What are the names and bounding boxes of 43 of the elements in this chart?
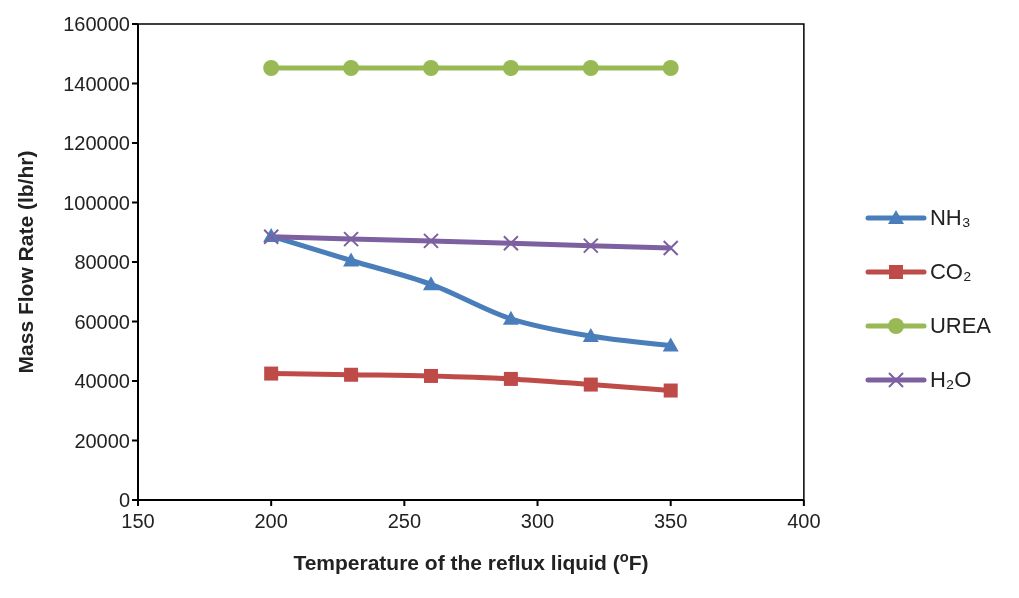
y-tick-label: 120000 — [63, 132, 130, 155]
point — [422, 232, 439, 249]
point — [582, 60, 599, 77]
point — [423, 368, 438, 383]
point — [503, 371, 518, 386]
x-tick-label: 300 — [520, 510, 555, 533]
legend-label: UREA — [929, 313, 991, 339]
y-tick-label: 80000 — [74, 251, 130, 274]
y-tick-label: 160000 — [63, 13, 130, 36]
x-tick-label: 250 — [387, 510, 422, 533]
point — [343, 60, 360, 77]
y-axis-title: Mass Flow Rate (lb/hr) — [14, 150, 37, 374]
y-tick-label: 20000 — [74, 429, 130, 452]
x-axis-title: Temperature of the reflux liquid ($^{o}$F) — [293, 549, 649, 574]
point — [662, 240, 679, 257]
point — [343, 252, 360, 267]
point — [422, 60, 439, 77]
point — [663, 383, 678, 398]
point — [662, 60, 679, 77]
point — [264, 366, 279, 381]
point — [502, 235, 519, 252]
point — [583, 377, 598, 392]
point — [502, 310, 519, 325]
y-tick-label: 140000 — [63, 72, 130, 95]
y-tick-label: 40000 — [74, 370, 130, 393]
legend-label: CO₂ — [929, 259, 972, 285]
y-tick-label: 0 — [118, 489, 130, 512]
x-tick-label: 200 — [254, 510, 288, 533]
legend-label: H₂O — [929, 367, 972, 393]
point — [662, 337, 679, 352]
x-tick-label: 150 — [121, 510, 155, 533]
point — [582, 237, 599, 254]
x-tick-label: 350 — [654, 510, 688, 533]
legend-label: NH₃ — [929, 205, 971, 231]
point — [582, 328, 599, 343]
point — [422, 276, 439, 291]
y-tick-label: 100000 — [63, 191, 130, 214]
point — [502, 60, 519, 77]
point — [263, 60, 280, 77]
point — [344, 367, 359, 382]
x-tick-label: 400 — [787, 510, 821, 533]
y-tick-label: 60000 — [74, 310, 130, 333]
point — [343, 231, 360, 248]
